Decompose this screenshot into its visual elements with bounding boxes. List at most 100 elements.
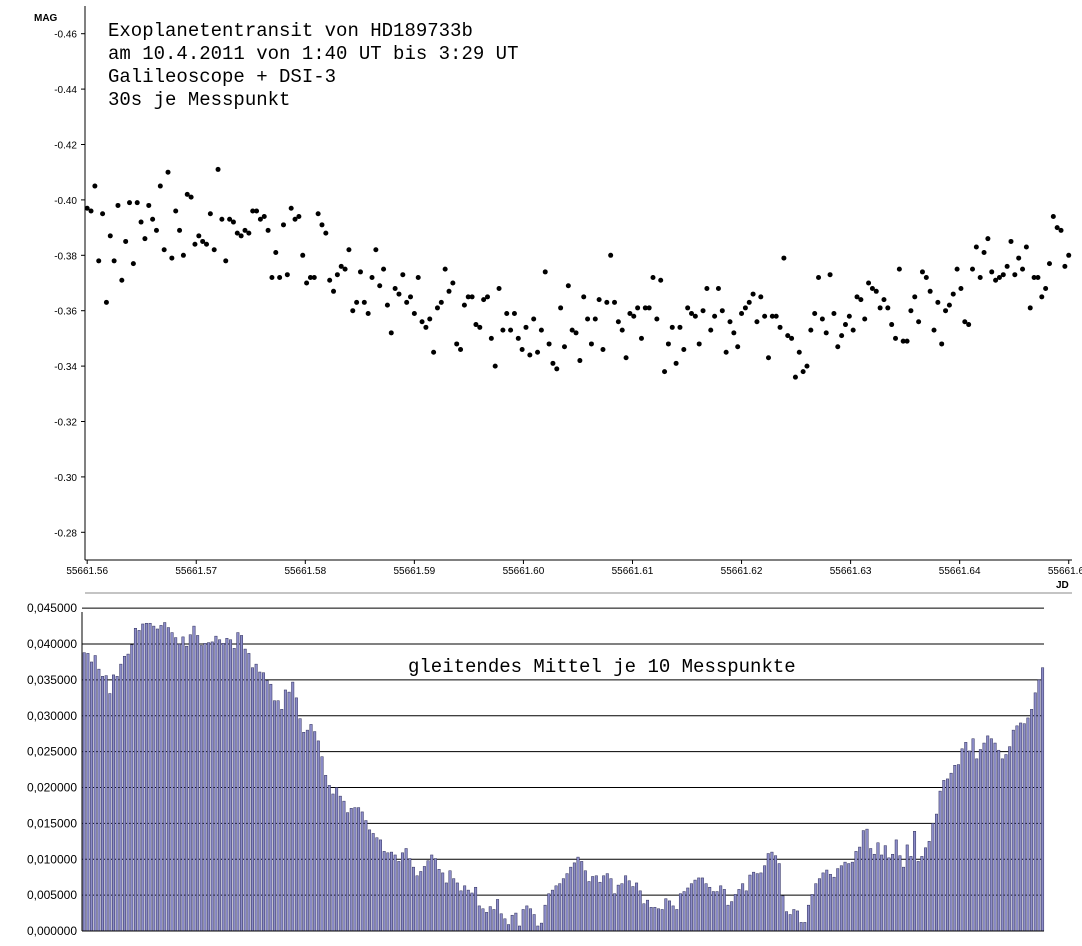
data-point — [1004, 263, 1010, 269]
bar — [708, 886, 712, 932]
data-point — [311, 274, 317, 280]
bar — [960, 748, 964, 932]
bar — [664, 898, 668, 932]
data-point — [931, 327, 937, 333]
data-point — [100, 211, 106, 217]
data-point — [746, 299, 752, 305]
data-point — [561, 344, 567, 350]
data-point — [207, 211, 213, 217]
bar — [1011, 729, 1015, 932]
data-point — [304, 280, 310, 286]
bar — [492, 909, 496, 932]
x-tick-label: 55661.64 — [939, 566, 981, 577]
bar — [854, 851, 858, 932]
bar — [294, 697, 298, 932]
bar-y-tick-label: 0,015000 — [27, 816, 77, 830]
bar — [711, 891, 715, 932]
data-point — [346, 247, 352, 253]
data-point — [850, 327, 856, 333]
bar — [346, 812, 350, 932]
data-point — [673, 360, 679, 366]
bar — [821, 872, 825, 932]
y-tick-label: -0.46 — [54, 30, 77, 41]
annotation-background — [400, 652, 862, 678]
data-point — [215, 166, 221, 172]
data-point — [816, 274, 822, 280]
bar-y-ticks: 0,000000 0,005000 0,010000 0,015000 0,020000… — [27, 601, 77, 938]
bar — [466, 889, 470, 932]
data-point — [438, 299, 444, 305]
bar — [463, 885, 467, 932]
bar — [744, 890, 748, 932]
bar — [927, 841, 931, 932]
bar — [422, 866, 426, 932]
data-point — [338, 263, 344, 269]
bar — [646, 899, 650, 932]
bar-y-tick-label: 0,005000 — [27, 888, 77, 902]
data-point — [461, 302, 467, 308]
data-point — [508, 327, 514, 333]
bar — [174, 637, 178, 932]
x-tick-label: 55661.63 — [830, 566, 872, 577]
data-point — [431, 349, 437, 355]
data-point — [958, 286, 964, 292]
bar — [887, 857, 891, 932]
data-point — [92, 183, 98, 189]
data-point — [242, 227, 248, 233]
data-point — [650, 274, 656, 280]
data-point — [238, 233, 244, 239]
data-point — [966, 322, 972, 328]
bar — [137, 630, 141, 932]
bar — [547, 893, 551, 932]
data-point — [565, 283, 571, 289]
bar — [631, 886, 635, 932]
data-point — [985, 236, 991, 242]
bar — [1015, 725, 1019, 932]
data-point — [546, 341, 552, 347]
data-point — [392, 286, 398, 292]
bar — [902, 866, 906, 932]
data-point — [196, 233, 202, 239]
data-point — [192, 241, 198, 247]
data-point — [573, 330, 579, 336]
x-tick-label: 55661.62 — [721, 566, 763, 577]
data-point — [596, 297, 602, 303]
bar — [357, 807, 361, 932]
bar — [214, 635, 218, 932]
bar — [796, 910, 799, 932]
bar — [514, 912, 518, 932]
bar — [843, 861, 847, 932]
bar — [141, 623, 145, 932]
data-point — [900, 338, 906, 344]
bar — [668, 900, 671, 932]
data-point — [681, 346, 687, 352]
data-point — [246, 230, 252, 236]
data-point — [623, 355, 629, 361]
data-point — [481, 297, 487, 303]
bar — [682, 891, 686, 932]
data-point — [227, 216, 233, 222]
data-point — [696, 341, 702, 347]
bar — [920, 856, 924, 932]
data-point — [323, 230, 329, 236]
bar — [737, 889, 741, 932]
bar — [580, 861, 584, 932]
bar — [587, 881, 591, 932]
bar — [613, 893, 617, 932]
bar-y-tick-label: 0,035000 — [27, 673, 77, 687]
data-point — [234, 230, 240, 236]
data-point — [361, 299, 367, 305]
data-point — [331, 288, 337, 294]
data-point — [496, 286, 502, 292]
data-point — [700, 308, 706, 314]
bar — [532, 914, 536, 932]
bar — [313, 731, 317, 932]
bar — [126, 653, 130, 932]
data-points — [84, 166, 1072, 380]
bar — [130, 644, 134, 932]
bar — [602, 875, 606, 932]
bar — [148, 622, 152, 932]
title-line-3: Galileoscope + DSI-3 — [108, 66, 336, 88]
data-point — [719, 308, 725, 314]
data-point — [977, 274, 983, 280]
